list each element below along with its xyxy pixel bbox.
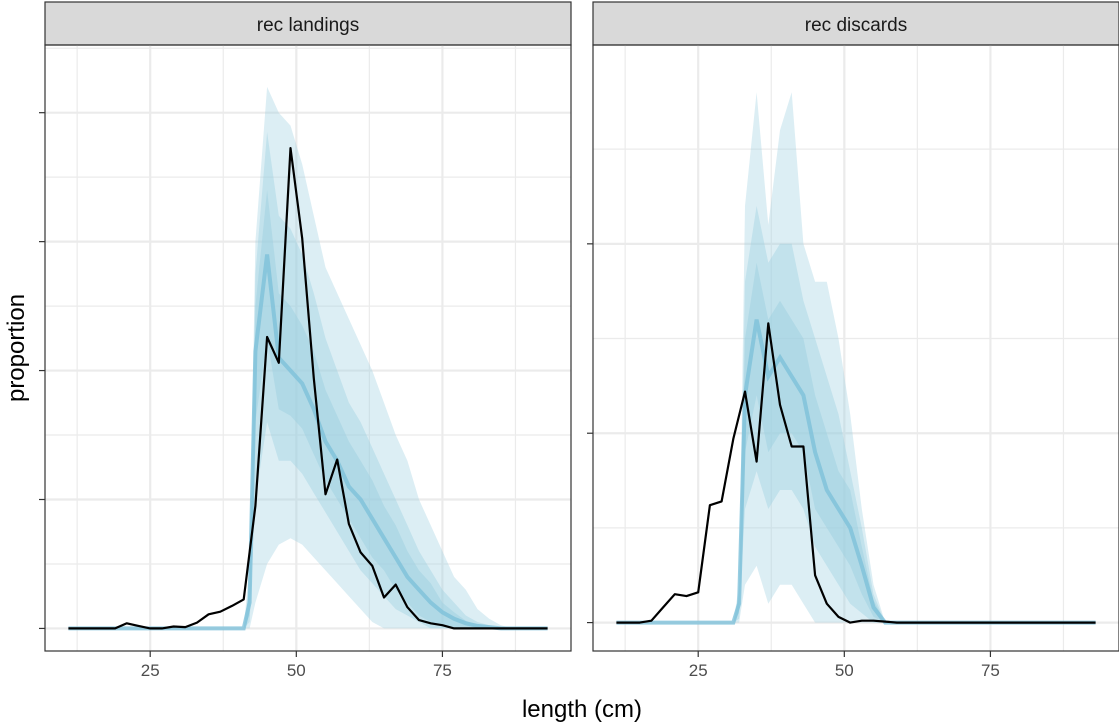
x-tick-label: 50 bbox=[287, 661, 306, 680]
x-axis-title: length (cm) bbox=[522, 696, 642, 723]
x-tick-label: 75 bbox=[981, 661, 1000, 680]
panel-rec-discards: rec discards 25 50 75 bbox=[587, 1, 1119, 680]
observed-proportion-line bbox=[616, 322, 1096, 624]
prediction-bands bbox=[616, 92, 1096, 625]
middle-interval-band bbox=[68, 132, 548, 629]
middle-interval-band bbox=[616, 206, 1096, 623]
observed-line bbox=[616, 322, 1096, 624]
inner-interval-band bbox=[616, 262, 1096, 623]
strip-background bbox=[44, 1, 572, 46]
y-axis-title: proportion bbox=[3, 294, 30, 402]
x-tick-label: 75 bbox=[433, 661, 452, 680]
panel-border bbox=[44, 44, 572, 652]
axis-ticks: 25 50 75 bbox=[39, 112, 452, 680]
strip-title-rec-discards: rec discards bbox=[805, 15, 907, 36]
axis-ticks: 25 50 75 bbox=[587, 243, 1000, 680]
predicted-median-line bbox=[616, 319, 1096, 625]
outer-interval-band bbox=[616, 92, 1096, 623]
observed-proportion-line bbox=[68, 147, 548, 630]
strip-background bbox=[592, 1, 1119, 46]
x-tick-label: 25 bbox=[689, 661, 708, 680]
prediction-bands bbox=[68, 86, 548, 631]
inner-interval-band bbox=[68, 190, 548, 629]
x-tick-label: 25 bbox=[141, 661, 160, 680]
observed-line bbox=[68, 147, 548, 630]
strip-title-rec-landings: rec landings bbox=[257, 15, 359, 36]
panel-rec-landings: rec landings 25 50 75 bbox=[39, 1, 572, 680]
x-tick-label: 50 bbox=[835, 661, 854, 680]
outer-interval-band bbox=[68, 86, 548, 629]
panel-border bbox=[592, 44, 1119, 652]
